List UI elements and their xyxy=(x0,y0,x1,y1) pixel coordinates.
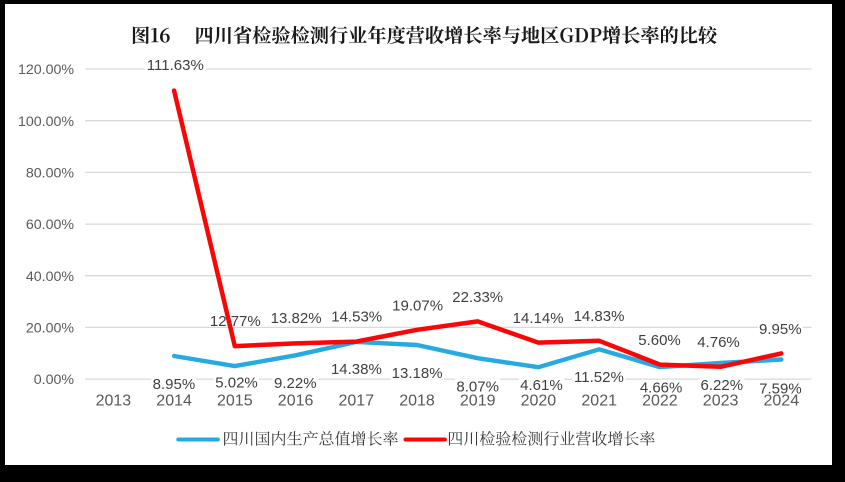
svg-text:100.00%: 100.00% xyxy=(18,114,74,130)
svg-text:4.66%: 4.66% xyxy=(640,379,683,396)
svg-text:7.59%: 7.59% xyxy=(759,380,802,397)
svg-text:2024: 2024 xyxy=(764,393,800,410)
svg-text:2016: 2016 xyxy=(278,393,314,410)
svg-text:4.61%: 4.61% xyxy=(520,377,563,394)
svg-text:14.53%: 14.53% xyxy=(331,309,382,326)
svg-text:2019: 2019 xyxy=(460,393,496,410)
svg-text:5.60%: 5.60% xyxy=(638,332,681,349)
svg-text:14.38%: 14.38% xyxy=(331,361,382,378)
svg-text:14.83%: 14.83% xyxy=(574,308,625,325)
svg-text:9.95%: 9.95% xyxy=(759,321,802,338)
svg-text:19.07%: 19.07% xyxy=(392,297,443,314)
svg-text:80.00%: 80.00% xyxy=(26,166,75,182)
svg-text:13.18%: 13.18% xyxy=(392,365,443,382)
svg-text:120.00%: 120.00% xyxy=(18,62,74,78)
svg-text:2013: 2013 xyxy=(96,393,132,410)
svg-text:2020: 2020 xyxy=(521,393,557,410)
svg-text:22.33%: 22.33% xyxy=(452,289,503,306)
svg-text:60.00%: 60.00% xyxy=(26,217,75,233)
svg-text:13.82%: 13.82% xyxy=(271,310,322,327)
svg-text:2015: 2015 xyxy=(217,393,253,410)
svg-text:6.22%: 6.22% xyxy=(701,377,744,394)
svg-text:8.95%: 8.95% xyxy=(153,376,196,393)
svg-text:4.76%: 4.76% xyxy=(697,334,740,351)
svg-text:2022: 2022 xyxy=(642,393,678,410)
svg-text:12.77%: 12.77% xyxy=(210,313,261,330)
svg-text:111.63%: 111.63% xyxy=(147,57,204,74)
svg-text:40.00%: 40.00% xyxy=(26,269,75,285)
svg-text:14.14%: 14.14% xyxy=(513,310,564,327)
svg-text:8.07%: 8.07% xyxy=(456,378,499,395)
svg-text:5.02%: 5.02% xyxy=(215,374,258,391)
svg-text:20.00%: 20.00% xyxy=(26,321,75,337)
svg-text:2017: 2017 xyxy=(339,393,375,410)
svg-text:11.52%: 11.52% xyxy=(574,369,624,386)
svg-text:2021: 2021 xyxy=(581,393,617,410)
svg-text:2023: 2023 xyxy=(703,393,739,410)
svg-text:0.00%: 0.00% xyxy=(34,372,75,388)
svg-text:2018: 2018 xyxy=(399,393,435,410)
svg-text:9.22%: 9.22% xyxy=(274,375,317,392)
svg-text:2014: 2014 xyxy=(156,393,192,410)
